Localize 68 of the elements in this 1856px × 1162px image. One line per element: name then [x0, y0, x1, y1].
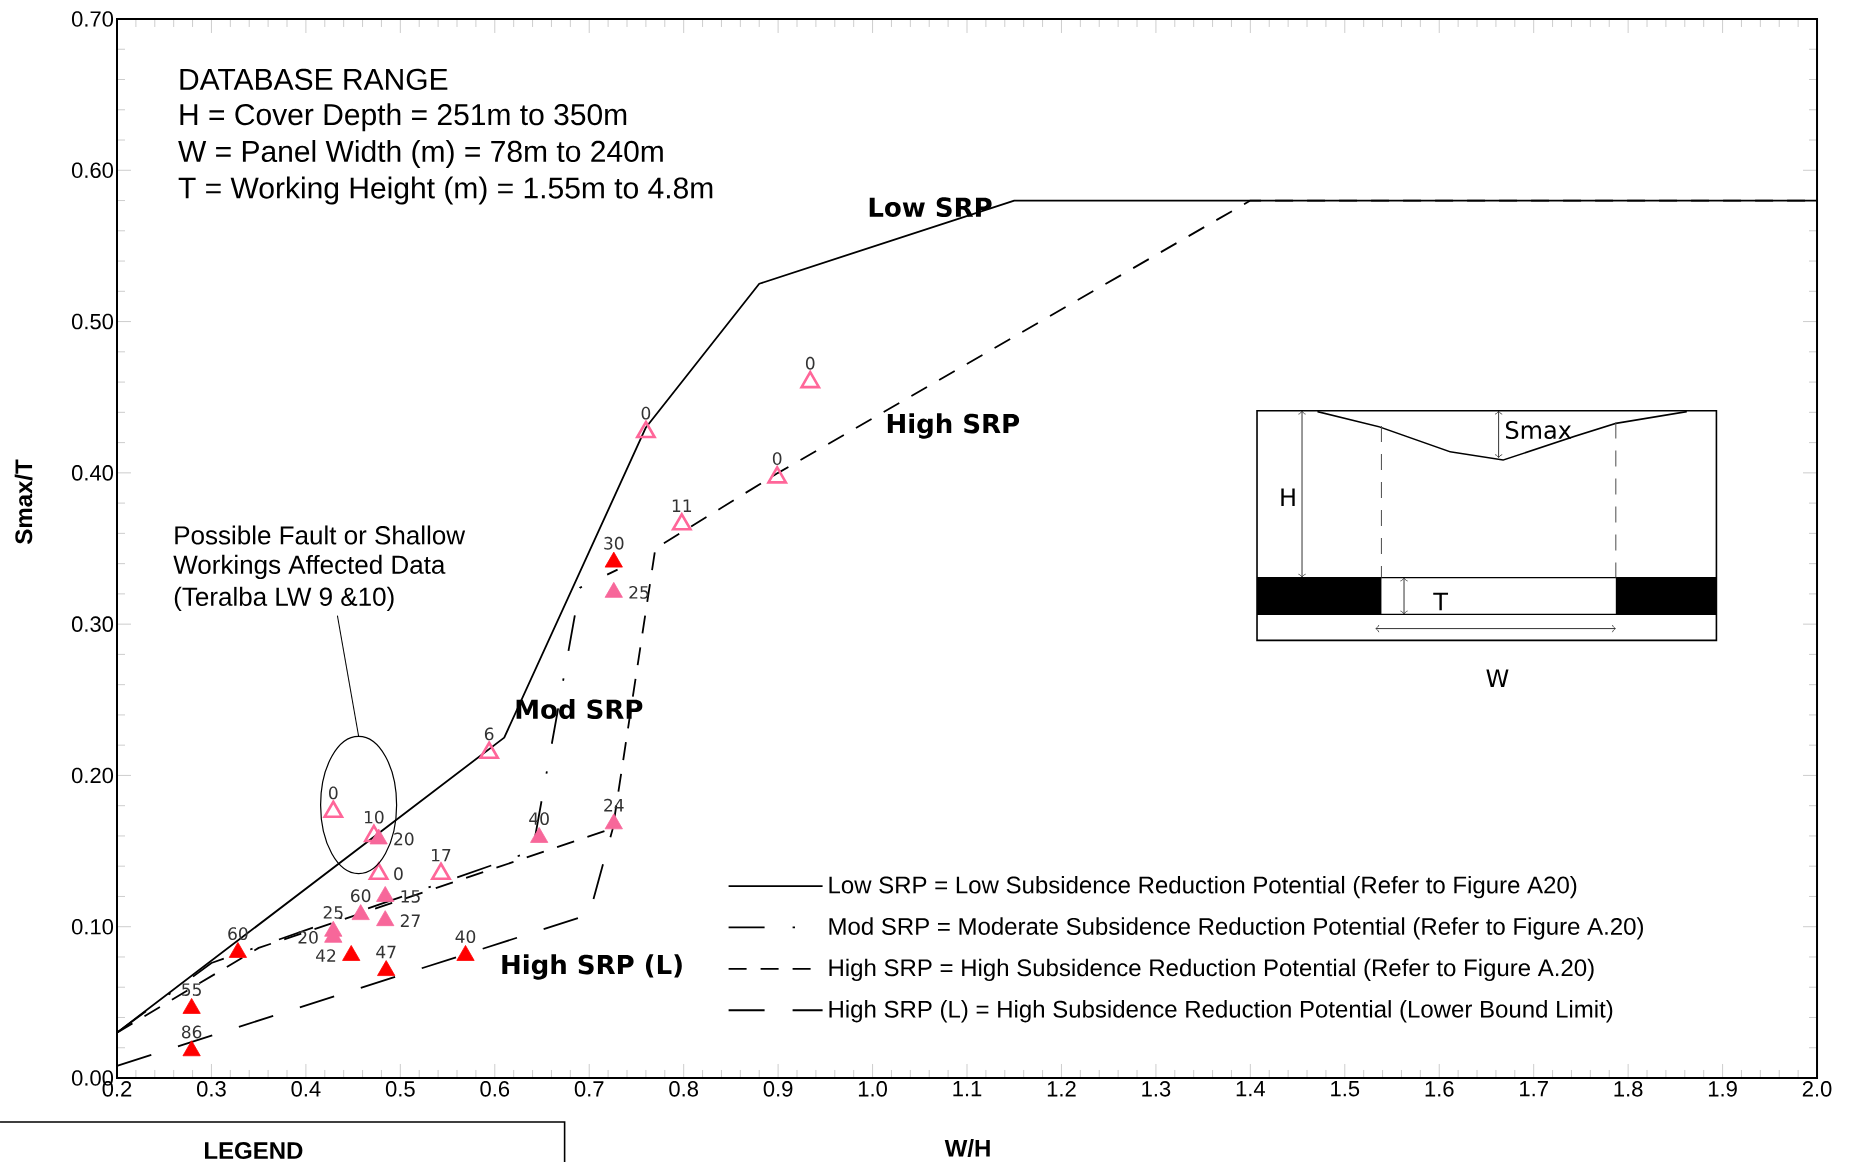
annotation: DATABASE RANGE	[180, 68, 448, 90]
annotation: 0	[805, 356, 815, 370]
annotation: 0	[641, 406, 651, 420]
annotation: 27	[400, 914, 420, 927]
x-tick-label: 1.2	[1047, 1081, 1076, 1097]
x-tick-label: 1.3	[1142, 1081, 1171, 1097]
annotation: Smax	[1505, 420, 1572, 440]
x-tick-label: 1.9	[1708, 1081, 1737, 1097]
y-tick-label: 0.40	[71, 465, 114, 481]
text: LEGEND	[205, 1142, 303, 1160]
x-tick-label: 0.6	[480, 1081, 510, 1097]
legend-label: Mod SRP = Moderate Subsidence Reduction Potential (Refer to Figure A.20)	[829, 917, 1643, 940]
annotation: 17	[432, 848, 451, 862]
annotation: T = Working Height (m) = 1.55m to 4.8m	[178, 176, 713, 205]
x-tick-label: 1.1	[953, 1081, 982, 1097]
y-axis-title: Smax/T	[14, 459, 33, 544]
y-tick-label: 0.30	[71, 616, 114, 632]
annotation: High SRP	[887, 413, 1020, 439]
x-tick-label: 1.0	[858, 1081, 887, 1097]
x-tick-label: 2.0	[1802, 1081, 1832, 1097]
x-tick-label: 1.4	[1236, 1081, 1265, 1097]
annotation: H = Cover Depth = 251m to 350m	[180, 103, 627, 132]
x-tick-label: 0.5	[385, 1081, 415, 1097]
annotation: (Teralba LW 9 &10)	[174, 586, 394, 612]
x-tick-label: 0.4	[291, 1081, 321, 1097]
annotation: Workings Affected Data	[173, 554, 446, 580]
x-tick-label: 0.7	[574, 1081, 604, 1097]
annotation: H	[1281, 488, 1295, 506]
annotation: 0	[394, 867, 403, 881]
annotation: 11	[672, 499, 692, 512]
y-tick-label: 0.60	[71, 162, 114, 179]
annotation: W = Panel Width (m) = 78m to 240m	[178, 140, 663, 168]
y-tick-label: 0.70	[71, 11, 114, 27]
annotation: W	[1486, 669, 1509, 687]
annotation: 0	[772, 452, 782, 465]
annotation: 6	[484, 727, 494, 741]
x-tick-label: 0.8	[669, 1081, 698, 1097]
annotation: 47	[376, 945, 396, 959]
legend-label: High SRP (L) = High Subsidence Reduction Potential (Lower Bound Limit)	[829, 1000, 1613, 1023]
annotation: 25	[323, 906, 343, 919]
x-tick-label: 1.6	[1425, 1081, 1454, 1097]
annotation: 30	[604, 536, 624, 550]
annotation: 24	[604, 798, 624, 812]
annotation: 86	[181, 1025, 202, 1039]
annotation: 60	[228, 927, 248, 941]
legend-label: High SRP = High Subsidence Reduction Potential (Refer to Figure A.20)	[829, 958, 1594, 982]
annotation: 10	[364, 810, 384, 824]
annotation: High SRP (L)	[502, 954, 682, 980]
x-tick-label: 1.8	[1614, 1081, 1643, 1097]
annotation: 20	[394, 832, 414, 846]
annotation: 0	[329, 786, 338, 800]
y-tick-label: 0.10	[71, 918, 114, 935]
x-tick-label: 1.5	[1331, 1081, 1360, 1097]
annotation: Low SRP	[869, 197, 992, 218]
x-tick-label: 1.7	[1520, 1081, 1548, 1097]
x-axis-title: W/H	[944, 1139, 990, 1157]
annotation: T	[1433, 592, 1449, 611]
legend-label: Low SRP = Low Subsidence Reduction Potential (Refer to Figure A20)	[829, 875, 1577, 899]
y-tick-label: 0.20	[71, 767, 114, 784]
annotation: 20	[298, 930, 318, 944]
y-tick-label: 0.50	[71, 313, 114, 330]
annotation: Possible Fault or Shallow	[175, 525, 466, 545]
annotation: 60	[351, 889, 371, 903]
annotation: 40	[455, 930, 476, 944]
x-tick-label: 0.9	[763, 1081, 793, 1097]
annotation: 42	[316, 949, 336, 962]
x-tick-label: 0.3	[197, 1081, 226, 1097]
annotation: 55	[182, 983, 201, 997]
